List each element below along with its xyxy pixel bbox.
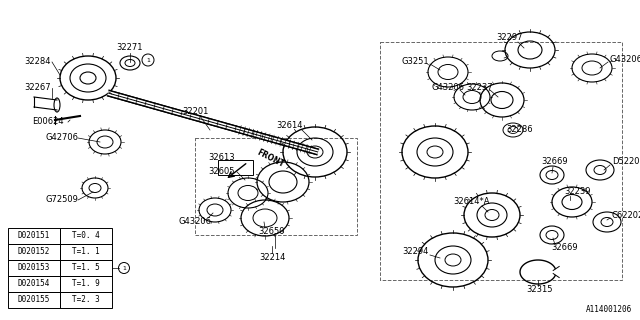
Text: D52203: D52203 bbox=[612, 157, 640, 166]
Text: 32239: 32239 bbox=[564, 188, 591, 196]
Text: T=1. 9: T=1. 9 bbox=[72, 279, 100, 289]
Text: D020154: D020154 bbox=[18, 279, 50, 289]
Text: E00624: E00624 bbox=[32, 117, 64, 126]
Text: 32614*A: 32614*A bbox=[454, 197, 490, 206]
Text: D020155: D020155 bbox=[18, 295, 50, 305]
Bar bbox=[60, 228, 112, 244]
Text: 32237: 32237 bbox=[467, 84, 493, 92]
Text: 32267: 32267 bbox=[25, 84, 51, 92]
Text: FRONT: FRONT bbox=[255, 147, 285, 169]
Text: 32294: 32294 bbox=[402, 247, 428, 257]
Text: 32605: 32605 bbox=[209, 167, 236, 177]
Text: 32286: 32286 bbox=[507, 125, 533, 134]
Bar bbox=[8, 244, 60, 260]
Text: 1: 1 bbox=[146, 58, 150, 62]
Text: D020152: D020152 bbox=[18, 247, 50, 257]
Text: C62202: C62202 bbox=[612, 211, 640, 220]
Text: D020153: D020153 bbox=[18, 263, 50, 273]
Text: T=0. 4: T=0. 4 bbox=[72, 231, 100, 241]
Bar bbox=[195, 138, 357, 235]
Text: 32669: 32669 bbox=[541, 157, 568, 166]
Bar bbox=[60, 292, 112, 308]
Bar bbox=[60, 244, 112, 260]
Text: 32650: 32650 bbox=[259, 228, 285, 236]
Text: G43206: G43206 bbox=[431, 84, 465, 92]
Text: G3251: G3251 bbox=[401, 58, 429, 67]
Text: D020151: D020151 bbox=[18, 231, 50, 241]
Bar bbox=[8, 292, 60, 308]
Text: G43206: G43206 bbox=[610, 55, 640, 65]
Bar bbox=[8, 228, 60, 244]
Text: T=2. 3: T=2. 3 bbox=[72, 295, 100, 305]
Text: T=1. 5: T=1. 5 bbox=[72, 263, 100, 273]
Text: 32614: 32614 bbox=[276, 121, 303, 130]
Text: 32284: 32284 bbox=[25, 58, 51, 67]
Text: 32201: 32201 bbox=[182, 108, 208, 116]
Text: 1: 1 bbox=[122, 266, 126, 270]
Text: 32613: 32613 bbox=[209, 154, 236, 163]
Bar bbox=[8, 260, 60, 276]
Text: A114001206: A114001206 bbox=[586, 305, 632, 314]
Text: 32315: 32315 bbox=[527, 285, 553, 294]
Bar bbox=[218, 160, 253, 175]
Text: G43206: G43206 bbox=[179, 218, 211, 227]
Text: G72509: G72509 bbox=[45, 196, 79, 204]
Bar bbox=[60, 260, 112, 276]
Bar bbox=[60, 276, 112, 292]
Text: 32271: 32271 bbox=[116, 44, 143, 52]
Bar bbox=[8, 276, 60, 292]
Text: 32214: 32214 bbox=[259, 253, 285, 262]
Bar bbox=[380, 42, 622, 280]
Text: 32669: 32669 bbox=[552, 244, 579, 252]
Text: T=1. 1: T=1. 1 bbox=[72, 247, 100, 257]
Text: 32297: 32297 bbox=[497, 34, 524, 43]
Text: G42706: G42706 bbox=[45, 133, 79, 142]
